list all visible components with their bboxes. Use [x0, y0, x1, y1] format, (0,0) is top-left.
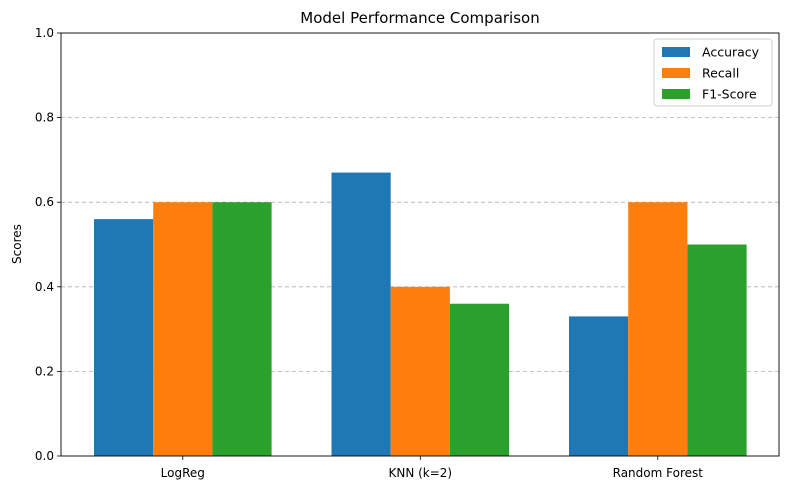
- bar-accuracy-2: [569, 316, 629, 456]
- legend-swatch: [662, 47, 690, 57]
- y-tick-label: 0.2: [35, 364, 54, 378]
- legend-label: Recall: [702, 66, 739, 81]
- bar-recall-1: [390, 286, 450, 456]
- axes: [57, 32, 780, 460]
- bar-accuracy-0: [94, 219, 154, 456]
- legend-label: Accuracy: [702, 45, 760, 60]
- x-tick-label: LogReg: [161, 466, 205, 480]
- bars: [94, 172, 747, 456]
- y-tick-label: 0.4: [35, 280, 54, 294]
- legend: Accuracy Recall F1-Score: [653, 38, 773, 107]
- legend-swatch: [662, 68, 690, 78]
- y-tick-label: 0.6: [35, 195, 54, 209]
- chart-title: Model Performance Comparison: [300, 9, 539, 27]
- bar-recall-0: [153, 202, 213, 456]
- legend-label: F1-Score: [702, 87, 757, 102]
- y-tick-label: 1.0: [35, 26, 54, 40]
- tick-labels: 0.0 0.2 0.4 0.6 0.8 1.0 LogReg KNN (k=2) Random …: [35, 26, 703, 480]
- bar-accuracy-1: [331, 172, 391, 456]
- x-tick-label: Random Forest: [613, 466, 704, 480]
- x-tick-label: KNN (k=2): [388, 466, 452, 480]
- y-tick-label: 0.0: [35, 449, 54, 463]
- y-tick-label: 0.8: [35, 111, 54, 125]
- y-axis-label: Scores: [10, 224, 24, 264]
- plot-frame: [60, 32, 780, 457]
- bar-f1-score-0: [212, 202, 272, 456]
- legend-swatch: [662, 89, 690, 99]
- bar-recall-2: [628, 202, 688, 456]
- bar-f1-score-1: [449, 303, 510, 456]
- bar-f1-score-2: [687, 244, 747, 456]
